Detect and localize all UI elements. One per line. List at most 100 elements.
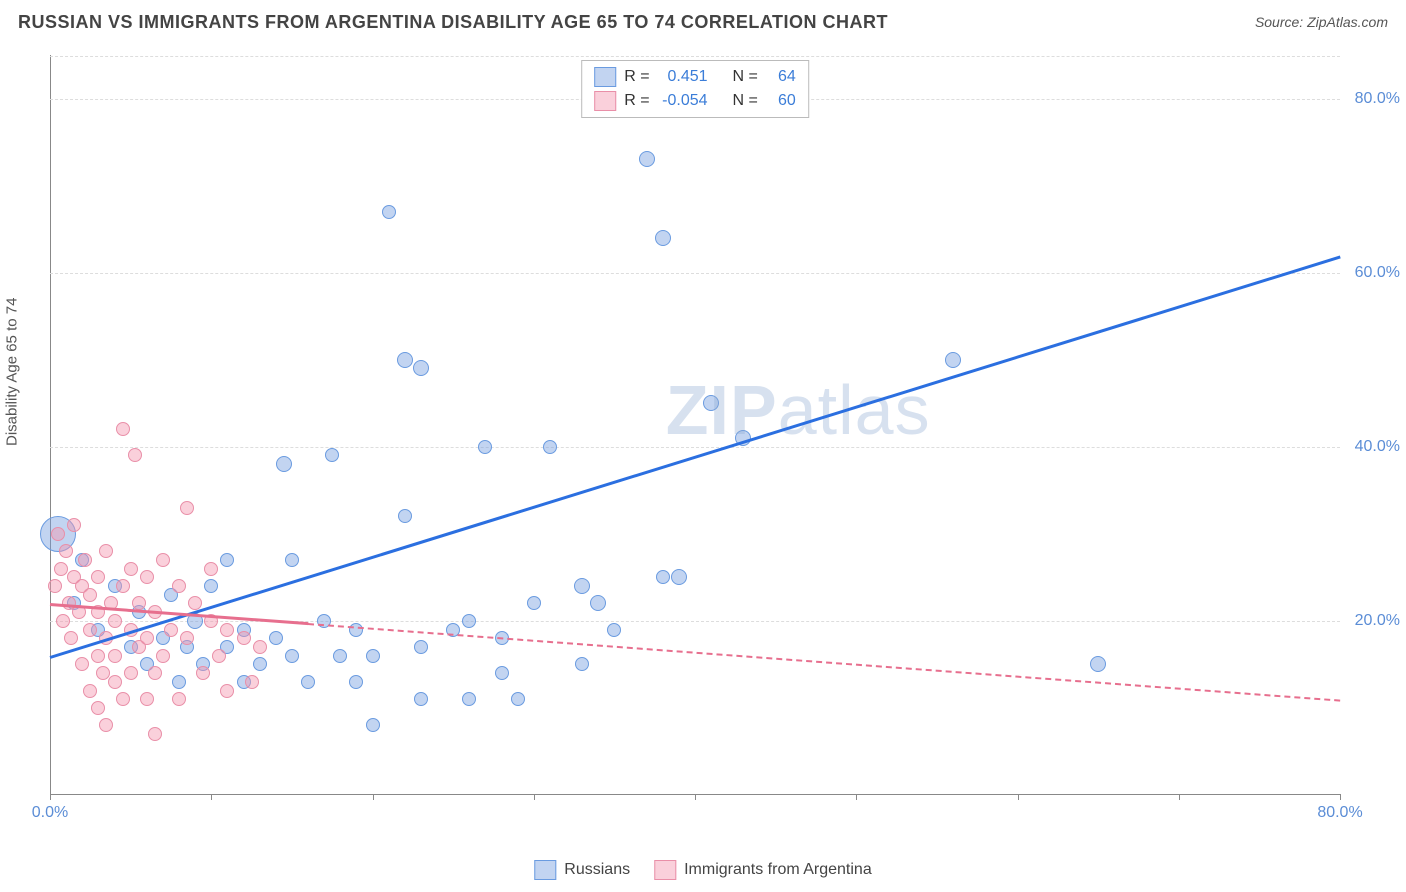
x-tick-label: 0.0% xyxy=(32,804,68,822)
data-point xyxy=(124,562,138,576)
data-point xyxy=(140,692,154,706)
data-point xyxy=(575,657,589,671)
x-tick xyxy=(1179,794,1180,800)
data-point xyxy=(116,692,130,706)
data-point xyxy=(237,631,251,645)
data-point xyxy=(148,727,162,741)
data-point xyxy=(527,596,541,610)
data-point xyxy=(671,569,687,585)
gridline xyxy=(50,273,1340,274)
watermark-light: atlas xyxy=(778,371,931,449)
trend-line xyxy=(50,255,1341,658)
source: Source: ZipAtlas.com xyxy=(1255,14,1388,32)
x-tick xyxy=(211,794,212,800)
correlation-legend: R =0.451 N =64R =-0.054 N =60 xyxy=(581,60,809,118)
data-point xyxy=(301,675,315,689)
source-name: ZipAtlas.com xyxy=(1307,14,1388,30)
data-point xyxy=(59,544,73,558)
y-axis xyxy=(50,55,51,794)
data-point xyxy=(245,675,259,689)
gridline xyxy=(50,447,1340,448)
data-point xyxy=(124,666,138,680)
data-point xyxy=(156,649,170,663)
data-point xyxy=(116,422,130,436)
data-point xyxy=(78,553,92,567)
legend-r-label: R = xyxy=(624,68,649,86)
data-point xyxy=(414,640,428,654)
data-point xyxy=(172,692,186,706)
legend-n-value: 64 xyxy=(766,68,796,86)
data-point xyxy=(140,570,154,584)
series-legend: Russians Immigrants from Argentina xyxy=(534,860,871,880)
data-point xyxy=(91,649,105,663)
legend-n-value: 60 xyxy=(766,92,796,110)
x-tick xyxy=(695,794,696,800)
legend-swatch xyxy=(594,91,616,111)
legend-swatch xyxy=(654,860,676,880)
data-point xyxy=(285,649,299,663)
data-point xyxy=(656,570,670,584)
x-tick xyxy=(373,794,374,800)
data-point xyxy=(83,684,97,698)
data-point xyxy=(83,623,97,637)
data-point xyxy=(180,501,194,515)
data-point xyxy=(204,579,218,593)
data-point xyxy=(51,527,65,541)
legend-swatch xyxy=(594,67,616,87)
data-point xyxy=(285,553,299,567)
x-tick xyxy=(1340,794,1341,800)
data-point xyxy=(108,649,122,663)
data-point xyxy=(56,614,70,628)
data-point xyxy=(196,666,210,680)
series-name: Immigrants from Argentina xyxy=(684,861,872,879)
scatter-plot: ZIPatlas R =0.451 N =64R =-0.054 N =60 2… xyxy=(50,55,1340,795)
series-name: Russians xyxy=(564,861,630,879)
data-point xyxy=(349,675,363,689)
trend-line-dashed xyxy=(308,623,1340,702)
data-point xyxy=(366,649,380,663)
series-legend-item: Immigrants from Argentina xyxy=(654,860,872,880)
y-axis-title: Disability Age 65 to 74 xyxy=(4,298,21,446)
data-point xyxy=(116,579,130,593)
data-point xyxy=(220,684,234,698)
data-point xyxy=(140,631,154,645)
x-tick xyxy=(50,794,51,800)
data-point xyxy=(276,456,292,472)
data-point xyxy=(83,588,97,602)
data-point xyxy=(543,440,557,454)
data-point xyxy=(574,578,590,594)
source-label: Source: xyxy=(1255,14,1307,30)
data-point xyxy=(397,352,413,368)
y-tick-label: 20.0% xyxy=(1345,612,1400,630)
legend-row: R =-0.054 N =60 xyxy=(594,89,796,113)
data-point xyxy=(945,352,961,368)
legend-n-label: N = xyxy=(732,92,757,110)
data-point xyxy=(172,675,186,689)
data-point xyxy=(91,701,105,715)
legend-r-value: -0.054 xyxy=(658,92,708,110)
data-point xyxy=(495,666,509,680)
data-point xyxy=(590,595,606,611)
y-tick-label: 40.0% xyxy=(1345,438,1400,456)
data-point xyxy=(204,562,218,576)
data-point xyxy=(333,649,347,663)
data-point xyxy=(462,614,476,628)
data-point xyxy=(607,623,621,637)
data-point xyxy=(172,579,186,593)
x-tick xyxy=(856,794,857,800)
data-point xyxy=(382,205,396,219)
legend-swatch xyxy=(534,860,556,880)
data-point xyxy=(108,675,122,689)
data-point xyxy=(212,649,226,663)
data-point xyxy=(269,631,283,645)
data-point xyxy=(164,623,178,637)
x-tick xyxy=(1018,794,1019,800)
y-tick-label: 80.0% xyxy=(1345,90,1400,108)
data-point xyxy=(1090,656,1106,672)
gridline xyxy=(50,56,1340,57)
chart-title: RUSSIAN VS IMMIGRANTS FROM ARGENTINA DIS… xyxy=(18,12,888,33)
data-point xyxy=(253,657,267,671)
legend-n-label: N = xyxy=(732,68,757,86)
x-tick-label: 80.0% xyxy=(1317,804,1362,822)
data-point xyxy=(91,570,105,584)
